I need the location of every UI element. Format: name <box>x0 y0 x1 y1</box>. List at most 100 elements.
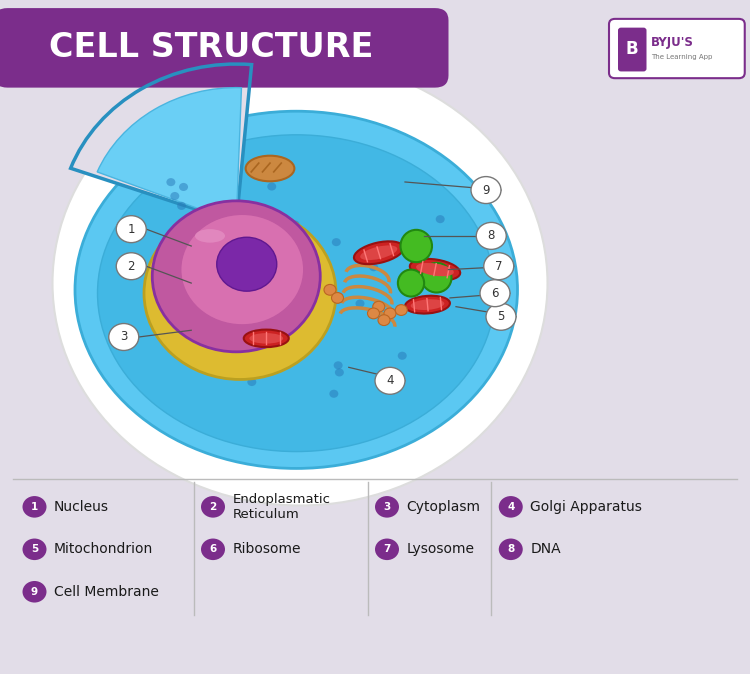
Text: 7: 7 <box>383 545 391 554</box>
Circle shape <box>248 280 256 288</box>
Circle shape <box>335 369 344 377</box>
Circle shape <box>384 308 396 319</box>
Circle shape <box>195 287 204 295</box>
Text: DNA: DNA <box>530 543 561 556</box>
Circle shape <box>166 178 176 186</box>
Circle shape <box>398 352 406 360</box>
FancyBboxPatch shape <box>618 28 646 71</box>
Text: CELL STRUCTURE: CELL STRUCTURE <box>49 32 373 64</box>
Circle shape <box>217 237 277 291</box>
Ellipse shape <box>360 245 398 260</box>
FancyBboxPatch shape <box>0 8 448 88</box>
Circle shape <box>22 539 46 560</box>
Circle shape <box>395 305 407 315</box>
Text: 6: 6 <box>491 286 499 300</box>
Circle shape <box>201 496 225 518</box>
Circle shape <box>499 496 523 518</box>
Circle shape <box>177 202 186 210</box>
Ellipse shape <box>405 296 450 313</box>
Circle shape <box>378 315 390 326</box>
Circle shape <box>116 216 146 243</box>
Text: 5: 5 <box>497 310 505 324</box>
Circle shape <box>375 539 399 560</box>
Circle shape <box>486 303 516 330</box>
Text: 1: 1 <box>31 502 38 512</box>
Ellipse shape <box>400 230 432 262</box>
Circle shape <box>356 299 364 307</box>
Text: Ribosome: Ribosome <box>232 543 301 556</box>
Circle shape <box>181 214 304 325</box>
Circle shape <box>152 201 320 352</box>
Text: 4: 4 <box>386 374 394 388</box>
Text: 8: 8 <box>488 229 495 243</box>
Text: 1: 1 <box>128 222 135 236</box>
Text: Mitochondrion: Mitochondrion <box>54 543 153 556</box>
Circle shape <box>369 263 378 271</box>
Circle shape <box>329 390 338 398</box>
Text: 3: 3 <box>383 502 391 512</box>
Text: 8: 8 <box>507 545 515 554</box>
Ellipse shape <box>410 259 460 280</box>
Text: B: B <box>626 40 638 58</box>
Circle shape <box>332 293 344 303</box>
Circle shape <box>332 238 340 246</box>
Text: 2: 2 <box>209 502 217 512</box>
Circle shape <box>476 222 506 249</box>
Circle shape <box>109 324 139 350</box>
Circle shape <box>484 253 514 280</box>
Circle shape <box>284 334 292 342</box>
Circle shape <box>22 581 46 603</box>
Text: Cytoplasm: Cytoplasm <box>406 500 481 514</box>
Ellipse shape <box>98 135 495 452</box>
Wedge shape <box>74 67 251 222</box>
Text: 6: 6 <box>209 545 217 554</box>
Text: Nucleus: Nucleus <box>54 500 109 514</box>
Circle shape <box>170 192 179 200</box>
Text: Lysosome: Lysosome <box>406 543 475 556</box>
Text: 2: 2 <box>128 259 135 273</box>
Text: 3: 3 <box>120 330 128 344</box>
Circle shape <box>375 367 405 394</box>
Circle shape <box>179 183 188 191</box>
Text: The Learning App: The Learning App <box>651 54 712 59</box>
Ellipse shape <box>398 270 424 297</box>
Circle shape <box>290 220 299 228</box>
Ellipse shape <box>249 333 284 344</box>
Ellipse shape <box>411 299 444 310</box>
Circle shape <box>217 282 226 290</box>
Text: 4: 4 <box>507 502 515 512</box>
Circle shape <box>499 539 523 560</box>
Circle shape <box>144 207 336 379</box>
Text: Golgi Apparatus: Golgi Apparatus <box>530 500 642 514</box>
Circle shape <box>324 284 336 295</box>
Circle shape <box>436 215 445 223</box>
Text: 7: 7 <box>495 259 502 273</box>
Circle shape <box>248 378 256 386</box>
Circle shape <box>375 496 399 518</box>
Text: 5: 5 <box>31 545 38 554</box>
Circle shape <box>368 308 380 319</box>
Circle shape <box>373 301 385 312</box>
Text: Endoplasmatic
Reticulum: Endoplasmatic Reticulum <box>232 493 331 521</box>
Text: Cell Membrane: Cell Membrane <box>54 585 159 599</box>
Circle shape <box>205 365 214 373</box>
Circle shape <box>334 361 343 369</box>
FancyBboxPatch shape <box>609 19 745 78</box>
Wedge shape <box>98 88 242 222</box>
Ellipse shape <box>422 263 452 293</box>
Circle shape <box>267 183 276 191</box>
Text: 9: 9 <box>482 183 490 197</box>
Circle shape <box>471 177 501 204</box>
Text: 9: 9 <box>31 587 38 596</box>
Ellipse shape <box>416 263 454 276</box>
Ellipse shape <box>75 111 518 468</box>
Ellipse shape <box>354 241 404 264</box>
Circle shape <box>480 280 510 307</box>
Circle shape <box>244 316 253 324</box>
Ellipse shape <box>195 229 225 243</box>
Circle shape <box>22 496 46 518</box>
Ellipse shape <box>244 330 289 347</box>
Ellipse shape <box>246 156 294 181</box>
Circle shape <box>212 359 221 367</box>
Circle shape <box>201 539 225 560</box>
